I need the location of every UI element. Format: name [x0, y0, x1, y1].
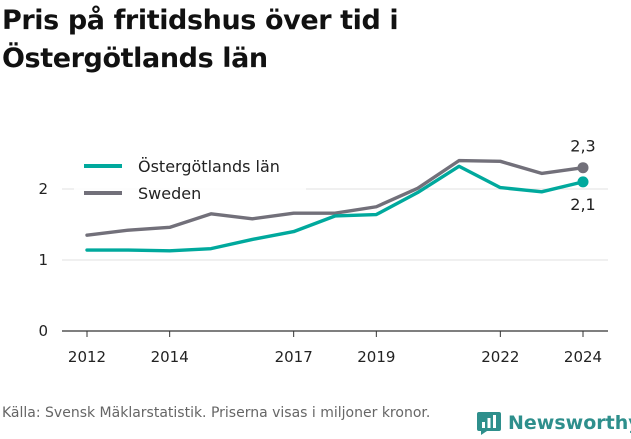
- legend: Östergötlands län Sweden: [74, 150, 306, 210]
- x-tick-label: 2022: [481, 348, 519, 366]
- series-line: [85, 164, 585, 253]
- newsworthy-logo-icon: [477, 412, 501, 435]
- newsworthy-brand[interactable]: Newsworthy: [476, 408, 631, 438]
- x-tick-label: 2019: [357, 348, 395, 366]
- series-lines: 2,1 2,3: [85, 137, 596, 253]
- gridlines: [62, 188, 608, 332]
- y-tick-label: 0: [38, 322, 48, 340]
- legend-label: Östergötlands län: [138, 157, 280, 176]
- end-point-marker: [577, 176, 589, 188]
- x-tick-label: 2014: [151, 348, 189, 366]
- end-value-label: 2,1: [570, 195, 595, 214]
- y-tick-label: 2: [38, 180, 48, 198]
- brand-name: Newsworthy: [508, 412, 631, 434]
- x-tick-label: 2017: [275, 348, 313, 366]
- legend-background: [74, 150, 306, 210]
- end-value-label: 2,3: [570, 137, 595, 156]
- chart-title: Pris på fritidshus över tid i Östergötla…: [2, 5, 399, 74]
- series-line: [85, 158, 585, 237]
- x-tick-label: 2012: [68, 348, 106, 366]
- end-point-marker: [577, 162, 589, 174]
- x-tick-label: 2024: [564, 348, 602, 366]
- axis-labels: 0 1 2 2012 2014 2017 2019 2022 2024: [38, 180, 602, 366]
- source-note: Källa: Svensk Mäklarstatistik. Priserna …: [2, 405, 431, 421]
- legend-label: Sweden: [138, 184, 201, 203]
- y-tick-label: 1: [38, 251, 48, 269]
